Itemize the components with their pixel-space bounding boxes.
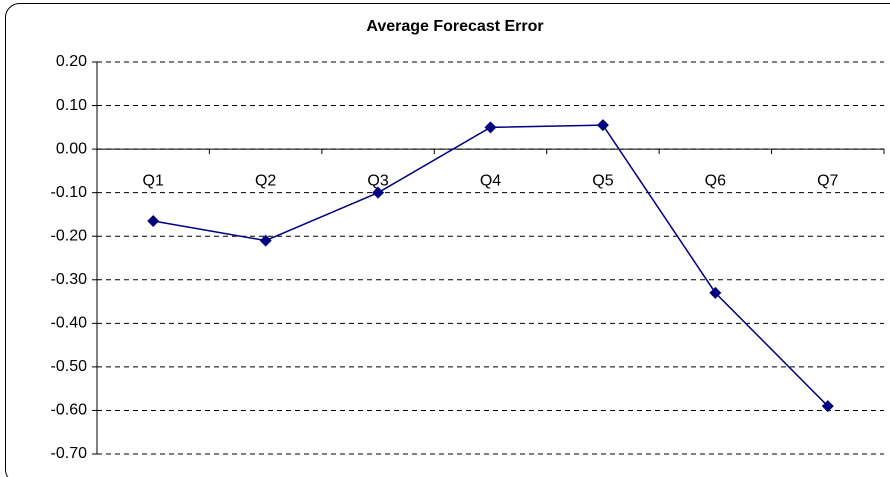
x-tick-label: Q2 [255,172,276,189]
data-point [372,186,385,199]
data-point [596,119,609,132]
y-tick-label: 0.00 [56,140,87,157]
data-point [484,121,497,134]
y-tick-label: -0.70 [51,445,88,462]
data-point [821,400,834,413]
y-tick-label: -0.60 [51,402,88,419]
data-point [709,286,722,299]
chart-frame [5,3,890,477]
y-tick-label: -0.50 [51,358,88,375]
y-tick-label: 0.10 [56,97,87,114]
y-tick-label: -0.20 [51,227,88,244]
y-tick-label: -0.10 [51,184,88,201]
x-tick-label: Q1 [143,172,164,189]
x-tick-label: Q6 [705,172,726,189]
data-point [147,214,160,227]
y-tick-label: -0.30 [51,271,88,288]
data-point [259,234,272,247]
x-tick-label: Q5 [592,172,613,189]
y-tick-label: 0.20 [56,53,87,70]
x-tick-label: Q7 [817,172,838,189]
y-tick-label: -0.40 [51,315,88,332]
chart-title: Average Forecast Error [366,18,543,35]
x-tick-label: Q4 [480,172,501,189]
x-tick-label: Q3 [367,172,388,189]
